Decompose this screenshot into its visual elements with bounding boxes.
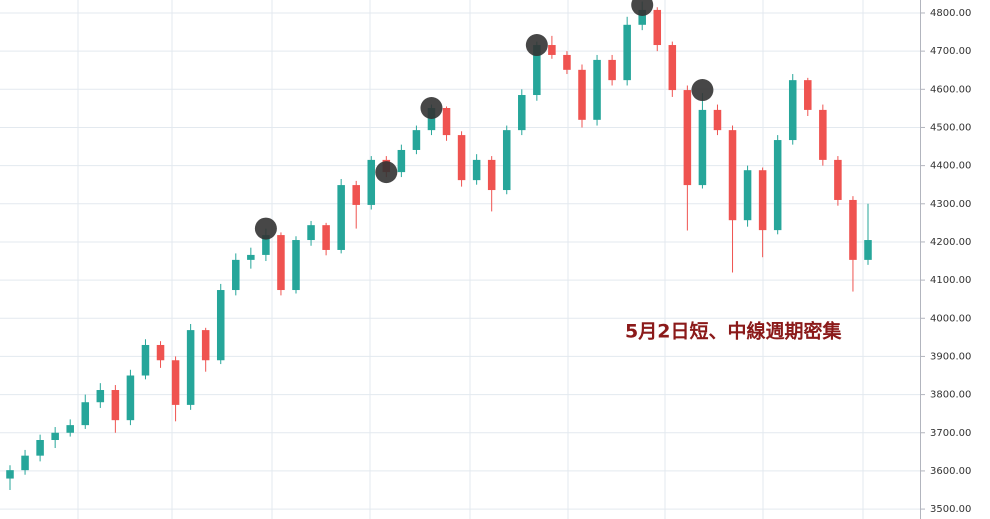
candle-body (533, 45, 541, 96)
candle-body (111, 390, 120, 421)
candle-body (427, 107, 436, 131)
y-tick-label: 4100.00 (930, 275, 971, 286)
candle-body (262, 235, 270, 255)
candle-body (653, 9, 662, 46)
candle-body (608, 59, 616, 81)
candle-body (758, 170, 767, 231)
y-tick-label: 3800.00 (930, 390, 971, 401)
candle-body (367, 159, 376, 205)
y-tick-label: 4800.00 (930, 8, 971, 19)
candle-body (141, 344, 150, 376)
marker (691, 79, 714, 102)
y-tick-label: 4300.00 (930, 199, 971, 210)
y-tick-label: 4500.00 (930, 122, 971, 133)
candle-body (36, 440, 44, 456)
candle-body (864, 240, 872, 260)
y-tick-label: 4200.00 (930, 237, 971, 248)
candle-body (412, 130, 421, 150)
marker (525, 34, 548, 57)
candle-body (548, 45, 556, 55)
y-tick-label: 3700.00 (930, 428, 971, 439)
candle-body (638, 9, 646, 25)
candle-body (849, 199, 857, 260)
candle-body (216, 290, 225, 361)
candle-body (773, 140, 782, 231)
candle-body (126, 375, 135, 421)
candle-body (442, 107, 451, 136)
candle-body (487, 159, 496, 191)
candle-body (563, 54, 571, 70)
y-tick-label: 3600.00 (930, 466, 971, 477)
candle-body (277, 235, 285, 291)
candle-body (171, 360, 180, 405)
marker (420, 96, 443, 119)
vertical-grid (77, 0, 864, 519)
candle-body (247, 254, 255, 260)
y-tick-label: 3900.00 (930, 351, 971, 362)
candle-body (81, 402, 90, 426)
candle-body (518, 95, 526, 131)
candle-body (593, 59, 601, 120)
candle-body (307, 225, 315, 241)
candle-body (51, 432, 59, 441)
candle-body (743, 170, 752, 221)
candle-body (352, 185, 360, 205)
candle-body (472, 159, 481, 181)
candle-body (201, 330, 210, 361)
candle-body (232, 259, 240, 291)
marker (254, 217, 277, 240)
candle-body (6, 470, 14, 479)
annotation: 5月2日短、中線週期密集 (625, 320, 842, 343)
candle-body (397, 149, 406, 173)
candle-body (623, 24, 631, 81)
y-tick-label: 3500.00 (930, 504, 971, 515)
candle-body (96, 390, 105, 403)
y-tick-label: 4600.00 (930, 84, 971, 95)
y-tick-label: 4400.00 (930, 161, 971, 172)
y-tick-label: 4700.00 (930, 46, 971, 57)
candle-body (698, 109, 707, 186)
candle-body (292, 240, 300, 291)
candle-body (728, 130, 737, 221)
y-tick-label: 4000.00 (930, 313, 971, 324)
candle-body (578, 69, 586, 120)
candle-body (186, 330, 195, 405)
candle-body (502, 130, 511, 191)
candle-body (21, 455, 29, 471)
candle-body (834, 159, 842, 200)
candle-body (337, 185, 345, 250)
candle-body (66, 425, 74, 433)
candle-body (788, 80, 797, 141)
candle-body (819, 109, 827, 160)
candle-body (156, 344, 165, 361)
candle-body (322, 225, 330, 250)
candle-body (668, 45, 677, 91)
candle-body (683, 90, 692, 186)
candle-body (457, 135, 466, 181)
candle-body (713, 109, 722, 131)
marker (631, 0, 654, 16)
candle-body (804, 80, 812, 110)
marker (375, 161, 398, 184)
